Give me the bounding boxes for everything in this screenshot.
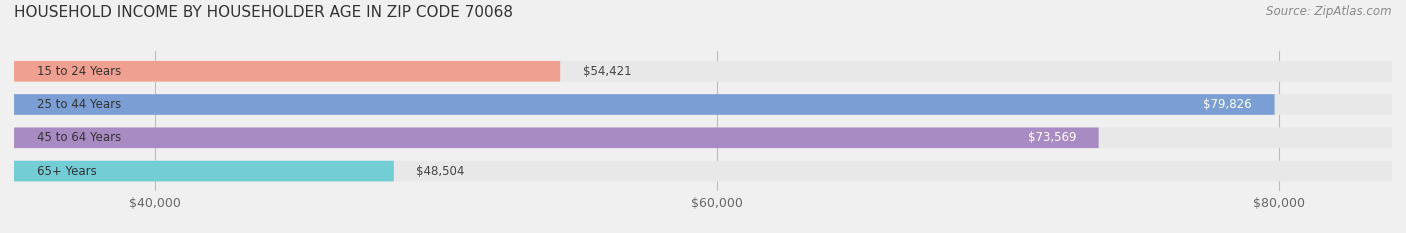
FancyBboxPatch shape xyxy=(14,127,1098,148)
Text: 65+ Years: 65+ Years xyxy=(37,164,96,178)
Text: HOUSEHOLD INCOME BY HOUSEHOLDER AGE IN ZIP CODE 70068: HOUSEHOLD INCOME BY HOUSEHOLDER AGE IN Z… xyxy=(14,5,513,20)
Text: 25 to 44 Years: 25 to 44 Years xyxy=(37,98,121,111)
FancyBboxPatch shape xyxy=(14,161,1392,182)
Text: 15 to 24 Years: 15 to 24 Years xyxy=(37,65,121,78)
Text: 45 to 64 Years: 45 to 64 Years xyxy=(37,131,121,144)
Text: $54,421: $54,421 xyxy=(582,65,631,78)
Text: $48,504: $48,504 xyxy=(416,164,464,178)
FancyBboxPatch shape xyxy=(14,127,1392,148)
Text: $73,569: $73,569 xyxy=(1028,131,1076,144)
FancyBboxPatch shape xyxy=(14,94,1392,115)
Text: $79,826: $79,826 xyxy=(1204,98,1253,111)
FancyBboxPatch shape xyxy=(14,94,1275,115)
Text: Source: ZipAtlas.com: Source: ZipAtlas.com xyxy=(1267,5,1392,18)
FancyBboxPatch shape xyxy=(14,161,394,182)
FancyBboxPatch shape xyxy=(14,61,560,82)
FancyBboxPatch shape xyxy=(14,61,1392,82)
